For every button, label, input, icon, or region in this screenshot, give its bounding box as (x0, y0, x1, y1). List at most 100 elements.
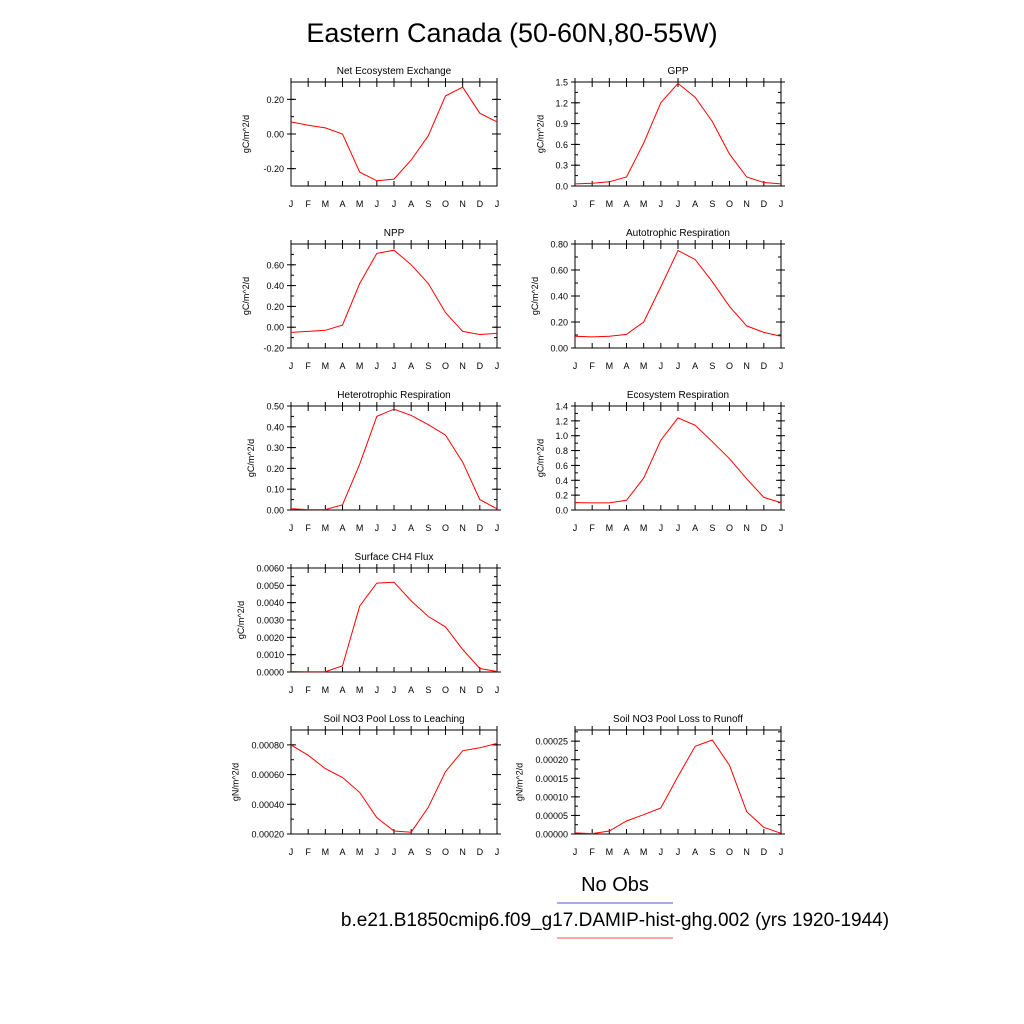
chart-title: GPP (667, 66, 688, 77)
y-tick-label: 0.60 (550, 266, 568, 276)
chart-title: Net Ecosystem Exchange (337, 66, 452, 77)
x-tick-label: O (726, 361, 733, 371)
y-tick-label: 0.00020 (251, 830, 284, 840)
x-tick-label: O (442, 199, 449, 209)
x-tick-label: A (339, 361, 345, 371)
x-tick-label: D (761, 847, 768, 857)
x-tick-label: F (589, 199, 595, 209)
x-tick-label: D (477, 199, 484, 209)
y-tick-label: 0.6 (555, 140, 568, 150)
y-tick-label: 1.4 (555, 402, 568, 412)
x-tick-label: J (659, 523, 664, 533)
y-tick-label: 0.0 (555, 182, 568, 192)
plot-frame (290, 405, 498, 511)
x-tick-label: A (692, 199, 698, 209)
y-tick-label: 0.00 (266, 130, 284, 140)
chart-title: Surface CH4 Flux (355, 552, 434, 563)
x-tick-label: F (589, 523, 595, 533)
x-tick-label: J (495, 847, 500, 857)
x-tick-label: N (743, 523, 750, 533)
chart-title: NPP (384, 228, 405, 239)
chart-title: Soil NO3 Pool Loss to Leaching (323, 714, 464, 725)
plot-frame (574, 243, 782, 349)
x-tick-label: A (692, 847, 698, 857)
y-tick-label: 0.0030 (256, 616, 284, 626)
y-tick-label: 1.2 (555, 98, 568, 108)
x-tick-label: F (305, 847, 311, 857)
x-tick-label: J (573, 199, 578, 209)
x-tick-label: A (623, 361, 629, 371)
x-tick-label: M (322, 361, 330, 371)
x-tick-label: J (573, 523, 578, 533)
series-line (290, 86, 498, 182)
x-tick-label: A (623, 523, 629, 533)
chart-title: Autotrophic Respiration (626, 228, 730, 239)
x-tick-label: S (425, 847, 431, 857)
plot-frame (574, 81, 782, 187)
x-tick-label: F (305, 685, 311, 695)
x-tick-label: D (761, 199, 768, 209)
legend-label: b.e21.B1850cmip6.f09_g17.DAMIP-hist-ghg.… (341, 910, 889, 931)
x-tick-label: S (425, 523, 431, 533)
y-tick-label: 0.00020 (535, 755, 568, 765)
x-tick-label: J (495, 361, 500, 371)
x-tick-label: J (779, 199, 784, 209)
x-tick-label: J (779, 847, 784, 857)
y-axis-label: gC/m^2/d (241, 277, 251, 315)
x-tick-label: F (589, 847, 595, 857)
y-tick-label: 0.00080 (251, 740, 284, 750)
series-line (574, 417, 782, 504)
x-tick-label: J (779, 361, 784, 371)
y-tick-label: 0.00 (550, 344, 568, 354)
y-tick-label: 0.0050 (256, 581, 284, 591)
x-tick-label: M (322, 199, 330, 209)
x-tick-label: J (289, 523, 294, 533)
y-tick-label: 0.20 (550, 318, 568, 328)
x-tick-label: A (692, 361, 698, 371)
x-tick-label: M (606, 361, 614, 371)
x-tick-label: M (356, 523, 364, 533)
x-tick-label: A (408, 361, 414, 371)
x-tick-label: S (425, 685, 431, 695)
y-tick-label: 0.20 (266, 464, 284, 474)
series-line (290, 581, 498, 673)
x-tick-label: J (676, 523, 681, 533)
x-tick-label: S (709, 847, 715, 857)
x-tick-label: J (289, 361, 294, 371)
x-tick-label: M (640, 847, 648, 857)
y-tick-label: 0.0020 (256, 633, 284, 643)
series-line (574, 82, 782, 185)
y-axis-label: gC/m^2/d (535, 115, 545, 153)
y-tick-label: 0.0060 (256, 564, 284, 574)
y-tick-label: 0.20 (266, 95, 284, 105)
x-tick-label: N (459, 685, 466, 695)
y-tick-label: 0.8 (555, 446, 568, 456)
y-tick-label: 0.00060 (251, 770, 284, 780)
y-tick-label: 0.40 (266, 281, 284, 291)
x-tick-label: A (408, 685, 414, 695)
x-tick-label: A (339, 847, 345, 857)
y-tick-label: 0.10 (266, 485, 284, 495)
y-tick-label: 0.00000 (535, 830, 568, 840)
chart-title: Heterotrophic Respiration (337, 390, 450, 401)
x-tick-label: M (356, 847, 364, 857)
y-tick-label: 0.00 (266, 506, 284, 516)
x-tick-label: S (709, 361, 715, 371)
y-axis-label: gN/m^2/d (515, 763, 525, 801)
series-line (574, 249, 782, 338)
y-tick-label: 0.0 (555, 506, 568, 516)
x-tick-label: O (726, 847, 733, 857)
x-tick-label: J (289, 847, 294, 857)
x-tick-label: J (495, 199, 500, 209)
x-tick-label: J (375, 199, 380, 209)
y-tick-label: 0.40 (550, 292, 568, 302)
x-tick-label: A (408, 523, 414, 533)
